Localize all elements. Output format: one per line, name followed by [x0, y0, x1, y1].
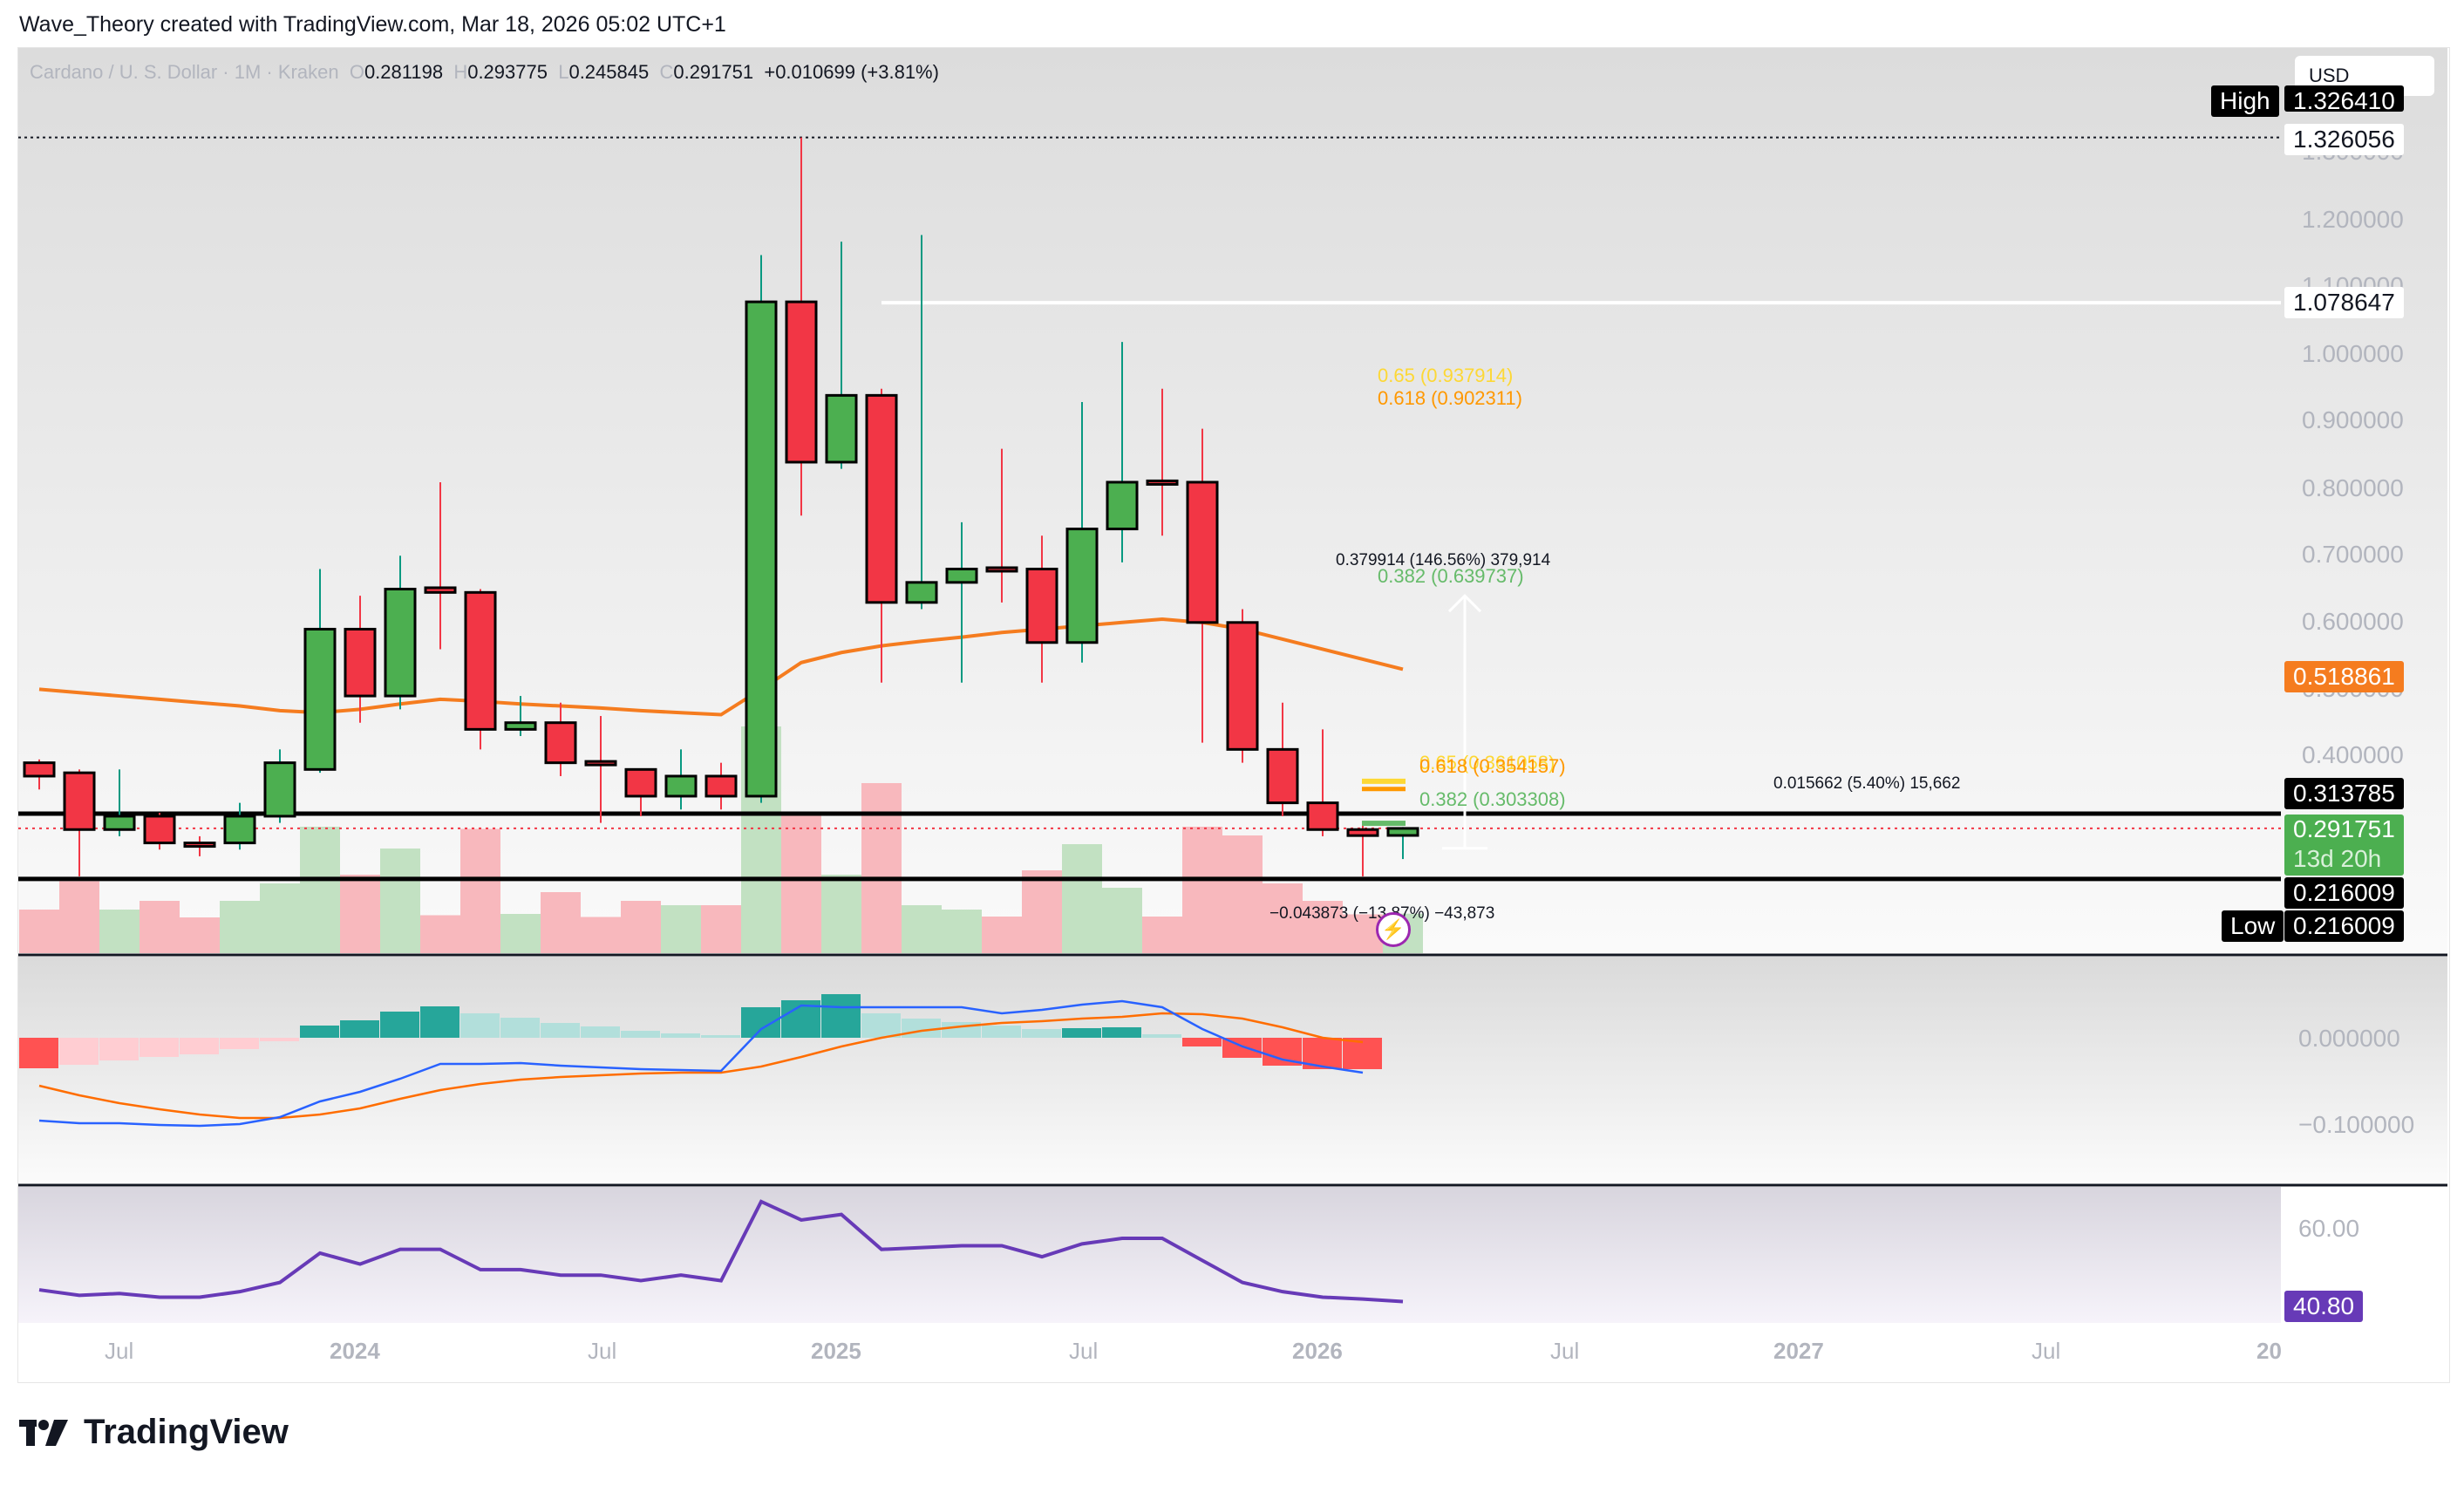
close-value: 0.291751 [673, 61, 754, 83]
measure-right-label: 0.015662 (5.40%) 15,662 [1773, 774, 1961, 793]
high-line-tag: 1.326056 [2284, 124, 2404, 155]
fib-0618-upper-label: 0.618 (0.902311) [1378, 387, 1522, 409]
symbol-legend[interactable]: Cardano / U. S. Dollar · 1M · Kraken O0.… [30, 61, 939, 83]
time-tick: 20 [2256, 1338, 2282, 1364]
price-tick: 0.600000 [2302, 608, 2404, 635]
volume-area [19, 726, 1423, 953]
chart-panel [17, 47, 2450, 1383]
fib-065-upper-label: 0.65 (0.937914) [1378, 365, 1514, 386]
bar-countdown: 13d 20h [2293, 845, 2382, 872]
support-tag: 0.216009 [2284, 877, 2404, 909]
time-tick: 2025 [811, 1338, 861, 1364]
rsi-indicator [38, 1199, 1404, 1304]
candlesticks [23, 137, 1419, 876]
rsi-pane [18, 1187, 2281, 1323]
last-price-tag: 0.291751 13d 20h [2284, 815, 2404, 876]
resistance-tag: 0.313785 [2284, 778, 2404, 809]
rsi-tick: 60.00 [2298, 1215, 2360, 1242]
horizontal-levels [18, 136, 2281, 882]
price-tick: 1.200000 [2302, 206, 2404, 233]
macd-pane [18, 957, 2447, 1183]
macd-indicator [19, 994, 1382, 1128]
price-tick: 0.900000 [2302, 406, 2404, 433]
open-value: 0.281198 [364, 61, 444, 83]
change-value: +0.010699 (+3.81%) [764, 61, 939, 83]
tradingview-logo[interactable]: TradingView [19, 1413, 289, 1452]
fib-0382-lower-label: 0.382 (0.303308) [1419, 788, 1566, 810]
measure-down-label: −0.043873 (−13.87%) −43,873 [1269, 904, 1495, 923]
macd-tick: −0.100000 [2298, 1111, 2415, 1138]
time-tick: 2024 [330, 1338, 380, 1364]
ema-line [38, 617, 1404, 717]
symbol-name: Cardano / U. S. Dollar · 1M · Kraken [30, 61, 339, 83]
time-tick: Jul [2032, 1338, 2061, 1364]
logo-text: TradingView [84, 1413, 289, 1451]
level-tag-1078: 1.078647 [2284, 287, 2404, 318]
high-value-tag: 1.326410 [2284, 85, 2404, 112]
main-pane [18, 48, 2447, 953]
fib-drawings [1362, 594, 1487, 850]
measure-up-label: 0.379914 (146.56%) 379,914 [1336, 551, 1551, 569]
time-tick: Jul [588, 1338, 617, 1364]
low-value: 0.245845 [568, 61, 650, 83]
price-tick: 0.400000 [2302, 741, 2404, 768]
low-value-tag: 0.216009 [2284, 910, 2404, 942]
ema-value-tag: 0.518861 [2284, 661, 2404, 692]
price-tick: 0.700000 [2302, 541, 2404, 568]
price-tick: 1.000000 [2302, 340, 2404, 367]
fib-065-lower-label: 0.65 (0.361058) [1419, 752, 1555, 774]
high-value: 0.293775 [467, 61, 548, 83]
time-tick: Jul [1550, 1338, 1580, 1364]
fib-0382-upper-label: 0.382 (0.639737) [1378, 565, 1524, 587]
assistant-icon[interactable]: ⚡ [1376, 912, 1411, 947]
time-tick: 2027 [1773, 1338, 1824, 1364]
macd-tick: 0.000000 [2298, 1025, 2400, 1052]
high-label: High [2211, 85, 2279, 117]
time-tick: 2026 [1292, 1338, 1343, 1364]
time-tick: Jul [105, 1338, 134, 1364]
price-tick: 0.800000 [2302, 474, 2404, 501]
tradingview-logo-icon [19, 1419, 68, 1446]
last-price: 0.291751 [2293, 815, 2395, 842]
time-tick: Jul [1069, 1338, 1099, 1364]
low-label: Low [2222, 910, 2284, 942]
attribution: Wave_Theory created with TradingView.com… [19, 12, 726, 37]
fib-0618-lower-label: 0.618 (0.354157) [1419, 755, 1566, 777]
rsi-value-tag: 40.80 [2284, 1291, 2364, 1322]
